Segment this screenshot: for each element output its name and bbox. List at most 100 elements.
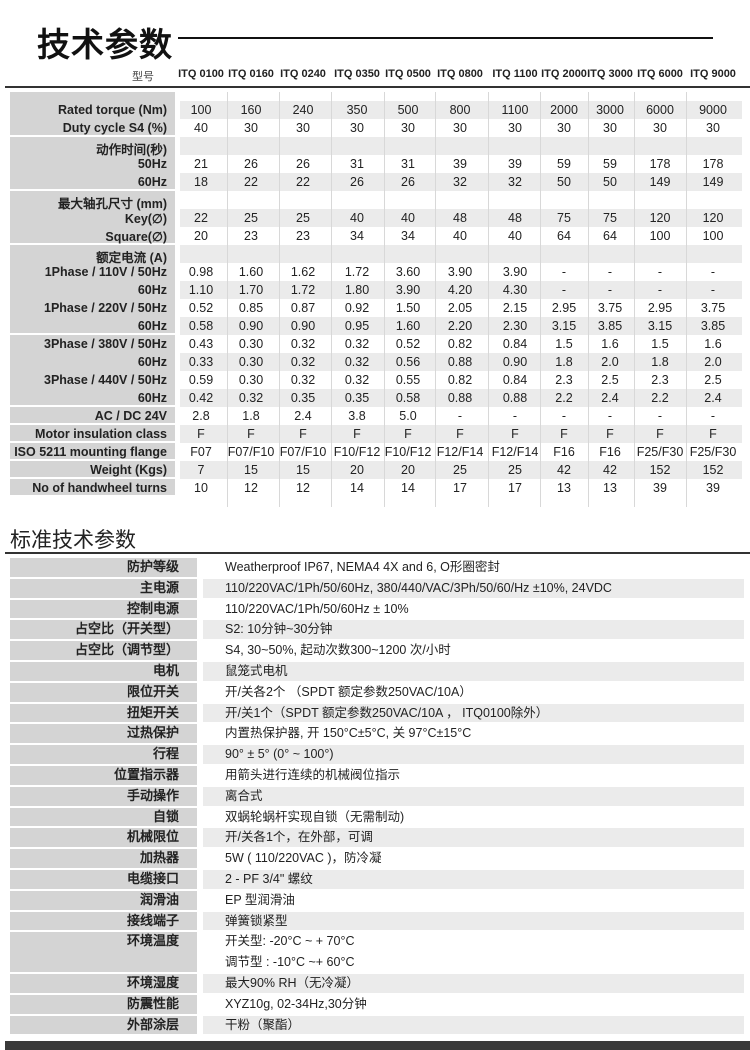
model-label: 型号 [132, 70, 154, 83]
spec-value: S2: 10分钟~30分钟 [203, 620, 744, 640]
value-cell: - [607, 265, 613, 279]
value-cell: F [511, 427, 519, 441]
row-values [180, 101, 742, 119]
spec-row: 1Phase / 110V / 50Hz 0.98 1.60 1.62 1.72 3.60… [0, 263, 750, 281]
value-cell: 1.8 [242, 409, 260, 423]
value-cell: 59 [557, 157, 571, 171]
row-label: Duty cycle S4 (%) [62, 121, 167, 135]
value-cell: 3.90 [395, 283, 421, 297]
value-cell: 5.0 [399, 409, 417, 423]
standard-spec-row: 外部涂层 干粉（聚酯） [0, 1015, 750, 1036]
spec-label: 环境温度 [10, 932, 197, 972]
value-cell: 120 [702, 211, 724, 225]
spec-label: 自锁 [10, 807, 197, 827]
value-cell: - [561, 265, 567, 279]
row-values [180, 353, 742, 371]
value-cell: 40 [453, 229, 467, 243]
value-cell: 0.32 [290, 355, 316, 369]
value-cell: 0.30 [238, 373, 264, 387]
value-cell: 2000 [550, 103, 578, 117]
spec-value-line: 最大90% RH（无冷凝） [225, 975, 360, 990]
row-label: No of handwheel turns [32, 481, 167, 495]
value-cell: F12/F14 [436, 445, 484, 459]
value-cell: 152 [702, 463, 724, 477]
value-cell: 0.58 [188, 319, 214, 333]
value-cell: 12 [244, 481, 258, 495]
model-column-header: ITQ 0100 [178, 68, 224, 80]
value-cell: 20 [401, 463, 415, 477]
value-cell: 3.60 [395, 265, 421, 279]
value-cell: F [404, 427, 412, 441]
standard-spec-row: 防震性能 XYZ10g, 02-34Hz,30分钟 [0, 994, 750, 1015]
section-title-tech-params: 技术参数 [37, 25, 173, 64]
spec-value-line: EP 型润滑油 [225, 892, 295, 907]
spec-value: Weatherproof IP67, NEMA4 4X and 6, O形圈密封 [203, 558, 744, 577]
value-cell: - [710, 283, 716, 297]
value-cell: 39 [706, 481, 720, 495]
spec-value: S4, 30~50%, 起动次数300~1200 次/小时 [203, 641, 744, 660]
spec-value-line: 弹簧锁紧型 [225, 913, 288, 928]
value-cell: 1.70 [238, 283, 264, 297]
value-cell: 1.5 [555, 337, 573, 351]
row-label: Rated torque (Nm) [57, 103, 167, 117]
value-cell: 0.43 [188, 337, 214, 351]
spec-label: 控制电源 [10, 599, 197, 619]
value-cell: 2.3 [651, 373, 669, 387]
value-cell: 0.33 [188, 355, 214, 369]
model-column-header: ITQ 6000 [637, 68, 683, 80]
value-cell: 18 [194, 175, 208, 189]
label-group-bg [10, 92, 175, 135]
value-cell: 31 [350, 157, 364, 171]
spec-value: 开/关各1个，在外部，可调 [203, 828, 744, 848]
value-cell: 0.90 [502, 355, 528, 369]
footer-bar [5, 1041, 750, 1050]
value-cell: - [561, 283, 567, 297]
spec-value-line: S4, 30~50%, 起动次数300~1200 次/小时 [225, 643, 451, 658]
standard-spec-row: 接线端子 弹簧锁紧型 [0, 911, 750, 932]
spec-value-line: 110/220VAC/1Ph/50/60Hz ± 10% [225, 601, 409, 616]
row-label: 60Hz [137, 283, 167, 297]
spec-value: 双蜗轮蜗杆实现自锁（无需制动) [203, 808, 744, 827]
model-column-header: ITQ 9000 [690, 68, 736, 80]
row-label: 60Hz [137, 319, 167, 333]
spec-value-line: S2: 10分钟~30分钟 [225, 622, 333, 637]
value-cell: 25 [296, 211, 310, 225]
value-cell: 7 [197, 463, 205, 477]
spec-row: Weight (Kgs) 7 15 15 20 20 25 25 42 42 152 152 [0, 461, 750, 479]
spec-value: 用箭头进行连续的机械阀位指示 [203, 766, 744, 785]
value-cell: 3.15 [647, 319, 673, 333]
value-cell: 30 [706, 121, 720, 135]
row-label: 60Hz [137, 355, 167, 369]
value-cell: 30 [296, 121, 310, 135]
value-cell: 42 [557, 463, 571, 477]
value-cell: 17 [453, 481, 467, 495]
value-cell: 2.3 [555, 373, 573, 387]
value-cell: F07 [190, 445, 212, 459]
spec-value-line: 90° ± 5° (0° ~ 100°) [225, 747, 334, 762]
column-separator [331, 92, 332, 507]
model-column-header: ITQ 0240 [280, 68, 326, 80]
value-cell: F [247, 427, 255, 441]
value-cell: 1.60 [395, 319, 421, 333]
row-label: 3Phase / 440V / 50Hz [44, 373, 167, 387]
value-cell: F [197, 427, 205, 441]
value-cell: 15 [244, 463, 258, 477]
standard-spec-row: 加热器 5W ( 110/220VAC )，防冷凝 [0, 848, 750, 869]
value-cell: 12 [296, 481, 310, 495]
value-cell: 2.0 [601, 355, 619, 369]
value-cell: F [606, 427, 614, 441]
value-cell: F10/F12 [333, 445, 381, 459]
spec-label: 防护等级 [10, 558, 197, 577]
row-label: Square(∅) [105, 230, 167, 244]
value-cell: - [457, 409, 463, 423]
value-cell: 32 [453, 175, 467, 189]
spec-table: Rated torque (Nm) 100 160 240 350 500 800 1100 2… [0, 92, 750, 495]
label-group-bg [10, 137, 175, 189]
spec-row: 60Hz 1.10 1.70 1.72 1.80 3.90 4.20 4.30 - - - - [0, 281, 750, 299]
standard-spec-row: 手动操作 离合式 [0, 786, 750, 807]
value-cell: 178 [649, 157, 671, 171]
row-values [180, 281, 742, 299]
row-label: Weight (Kgs) [90, 463, 167, 477]
spec-row: 60Hz 0.58 0.90 0.90 0.95 1.60 2.20 2.30 3.15 3.85… [0, 317, 750, 335]
spec-value: 110/220VAC/1Ph/50/60Hz ± 10% [203, 600, 744, 619]
